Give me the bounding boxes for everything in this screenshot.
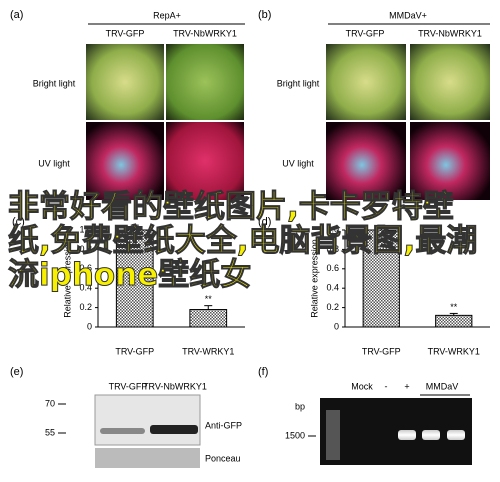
band (422, 430, 440, 440)
blot (95, 448, 200, 468)
y-tick-label: 0.6 (326, 263, 339, 273)
y-tick-label: 0.8 (326, 244, 339, 254)
row-label: UV light (282, 158, 314, 168)
x-tick-label: TRV-WRKY1 (182, 346, 234, 356)
lane-label: + (404, 381, 409, 391)
bar (362, 229, 400, 328)
photo (410, 122, 490, 200)
y-axis-label: Relative expression (309, 239, 319, 318)
lane-label: TRV-GFP (109, 381, 148, 391)
y-tick-label: 0.6 (79, 263, 92, 273)
band (447, 430, 465, 440)
row-label: Bright light (33, 78, 76, 88)
x-tick-label: TRV-WRKY1 (428, 346, 480, 356)
x-tick-label: TRV-GFP (115, 346, 154, 356)
row-label: Bright light (277, 78, 320, 88)
lane-label: MMDaV (426, 381, 459, 391)
photo (86, 122, 164, 200)
column-label: TRV-NbWRKY1 (173, 28, 237, 38)
photo (86, 44, 164, 120)
bar (115, 229, 154, 328)
band (398, 430, 416, 440)
row-label: Anti-GFP (205, 420, 242, 430)
significance: ** (205, 294, 213, 304)
panel-label: (b) (258, 9, 271, 21)
photo (326, 44, 406, 120)
y-tick-label: 0.2 (326, 302, 339, 312)
y-tick-label: 0.8 (79, 244, 92, 254)
gel (320, 398, 472, 465)
panel-label: (a) (10, 9, 23, 21)
marker-label: 55 (45, 427, 55, 437)
panel-label: (e) (10, 366, 23, 378)
y-tick-label: 0.4 (79, 283, 92, 293)
photo (166, 44, 244, 120)
photo (326, 122, 406, 200)
row-label: UV light (38, 158, 70, 168)
charts: (c) Relative expression 0 0.2 0.4 0.6 0.8 1.0 TR… (12, 216, 490, 356)
panel-label: (c) (12, 216, 25, 228)
panel-label: (d) (258, 216, 271, 228)
lane-label: - (385, 381, 388, 391)
y-tick-label: 0 (87, 321, 92, 331)
y-tick-label: 0 (334, 321, 339, 331)
unit-label: bp (295, 401, 305, 411)
photo (410, 44, 490, 120)
panel-title: MMDaV+ (389, 10, 427, 20)
ladder (326, 410, 340, 460)
marker-label: 70 (45, 398, 55, 408)
bar (189, 309, 228, 328)
y-axis-label: Relative expression (62, 239, 72, 318)
x-tick-label: TRV-GFP (362, 346, 401, 356)
y-tick-label: 1.0 (79, 224, 92, 234)
photo (166, 122, 244, 200)
column-label: TRV-GFP (346, 28, 385, 38)
band (100, 428, 145, 434)
lane-label: Mock (351, 381, 373, 391)
column-label: TRV-NbWRKY1 (418, 28, 482, 38)
band (150, 425, 198, 434)
y-tick-label: 1.0 (326, 224, 339, 234)
panel-title: RepA+ (153, 10, 181, 20)
y-tick-label: 0.2 (79, 302, 92, 312)
panel-label: (f) (258, 366, 268, 378)
y-tick-label: 0.4 (326, 283, 339, 293)
significance: ** (450, 302, 458, 312)
row-label: Ponceau (205, 453, 241, 463)
lane-label: TRV-NbWRKY1 (143, 381, 207, 391)
column-label: TRV-GFP (106, 28, 145, 38)
blot (94, 394, 201, 446)
marker-label: 1500 (285, 430, 305, 440)
watermark: 非常好看的壁纸图片,卡卡罗特壁纸,免费壁纸大全,电脑背景图,最潮流iphone壁… (8, 189, 478, 293)
bar (435, 314, 473, 328)
